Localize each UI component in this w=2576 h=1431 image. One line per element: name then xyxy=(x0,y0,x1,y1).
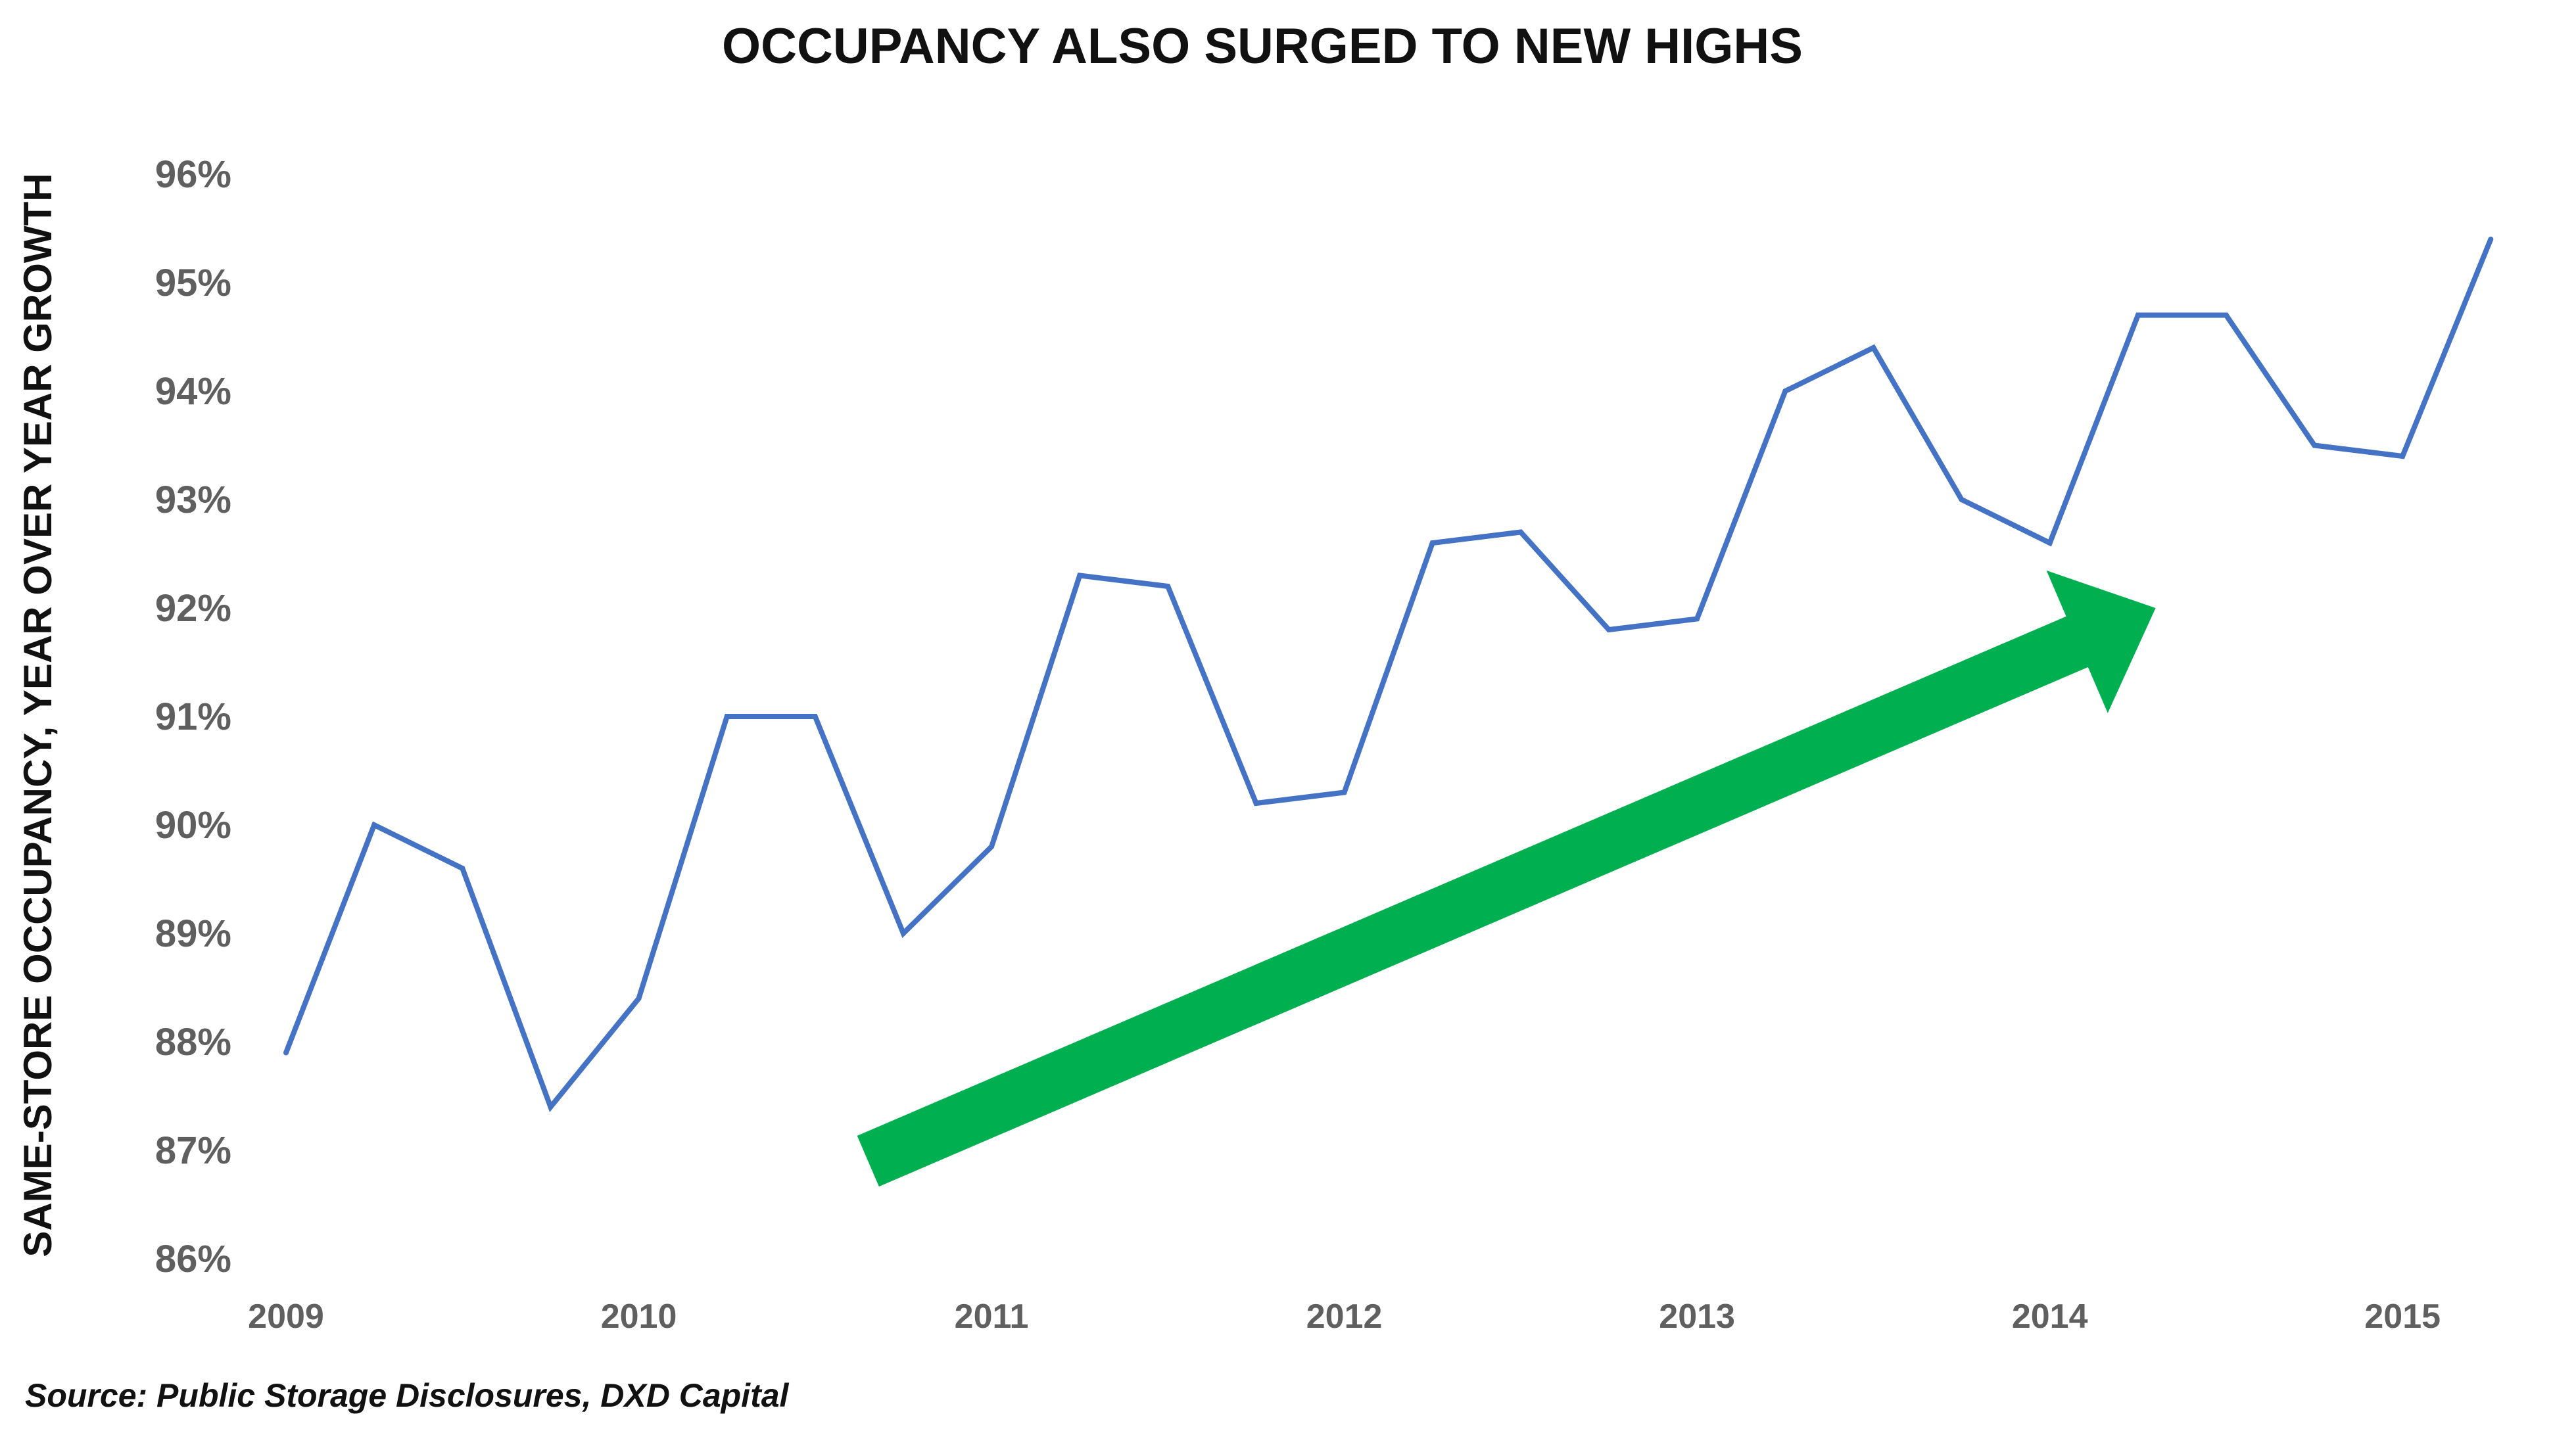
x-tick-label: 2014 xyxy=(2012,1298,2088,1336)
y-tick-label: 91% xyxy=(155,695,231,738)
data-point xyxy=(2223,312,2229,318)
data-point xyxy=(812,714,818,719)
data-point xyxy=(371,822,377,828)
data-point xyxy=(1694,616,1700,622)
y-axis-ticks: 96% 95% 94% 93% 92% 91% 90% 89% 88% 87% 86% xyxy=(155,153,231,1280)
data-point xyxy=(283,1050,289,1056)
y-tick-label: 90% xyxy=(155,804,231,847)
data-point xyxy=(1165,584,1171,589)
data-point xyxy=(1606,627,1612,632)
data-point xyxy=(1517,529,1523,535)
y-tick-label: 89% xyxy=(155,912,231,955)
data-point xyxy=(1871,345,1876,350)
annotations xyxy=(857,570,2156,1187)
data-point xyxy=(548,1104,554,1110)
y-tick-label: 92% xyxy=(155,587,231,630)
y-tick-label: 96% xyxy=(155,153,231,196)
data-point xyxy=(1782,388,1788,394)
data-point xyxy=(724,714,730,719)
data-point xyxy=(1959,497,1965,502)
data-point xyxy=(1341,789,1347,795)
data-point xyxy=(1429,540,1435,546)
y-tick-label: 86% xyxy=(155,1238,231,1280)
x-tick-label: 2013 xyxy=(1659,1298,1735,1336)
source-note: Source: Public Storage Disclosures, DXD … xyxy=(25,1377,790,1414)
y-tick-label: 95% xyxy=(155,262,231,304)
y-tick-label: 93% xyxy=(155,479,231,521)
x-tick-label: 2009 xyxy=(248,1298,324,1336)
y-tick-label: 87% xyxy=(155,1129,231,1172)
x-tick-label: 2011 xyxy=(955,1298,1029,1336)
x-axis-ticks: 2009 2010 2011 2012 2013 2014 2015 xyxy=(248,1298,2441,1336)
x-tick-label: 2010 xyxy=(601,1298,677,1336)
trend-arrow xyxy=(857,570,2156,1187)
data-point xyxy=(2400,454,2406,459)
data-point xyxy=(989,844,995,849)
series-line xyxy=(283,238,2494,1112)
data-point xyxy=(2047,540,2053,546)
data-point xyxy=(1253,801,1259,806)
data-point xyxy=(900,931,906,936)
y-tick-label: 88% xyxy=(155,1021,231,1064)
chart-title: OCCUPANCY ALSO SURGED TO NEW HIGHS xyxy=(722,18,1803,74)
data-point xyxy=(2488,237,2494,242)
data-point xyxy=(1077,573,1083,578)
data-point xyxy=(636,996,642,1001)
x-tick-label: 2012 xyxy=(1306,1298,1383,1336)
x-tick-label: 2015 xyxy=(2364,1298,2441,1336)
y-axis-label: SAME-STORE OCCUPANCY, YEAR OVER YEAR GRO… xyxy=(16,173,60,1257)
y-tick-label: 94% xyxy=(155,370,231,413)
series-group xyxy=(283,237,2494,1112)
data-point xyxy=(460,866,465,871)
data-point xyxy=(2312,442,2318,448)
data-point xyxy=(2135,312,2141,318)
